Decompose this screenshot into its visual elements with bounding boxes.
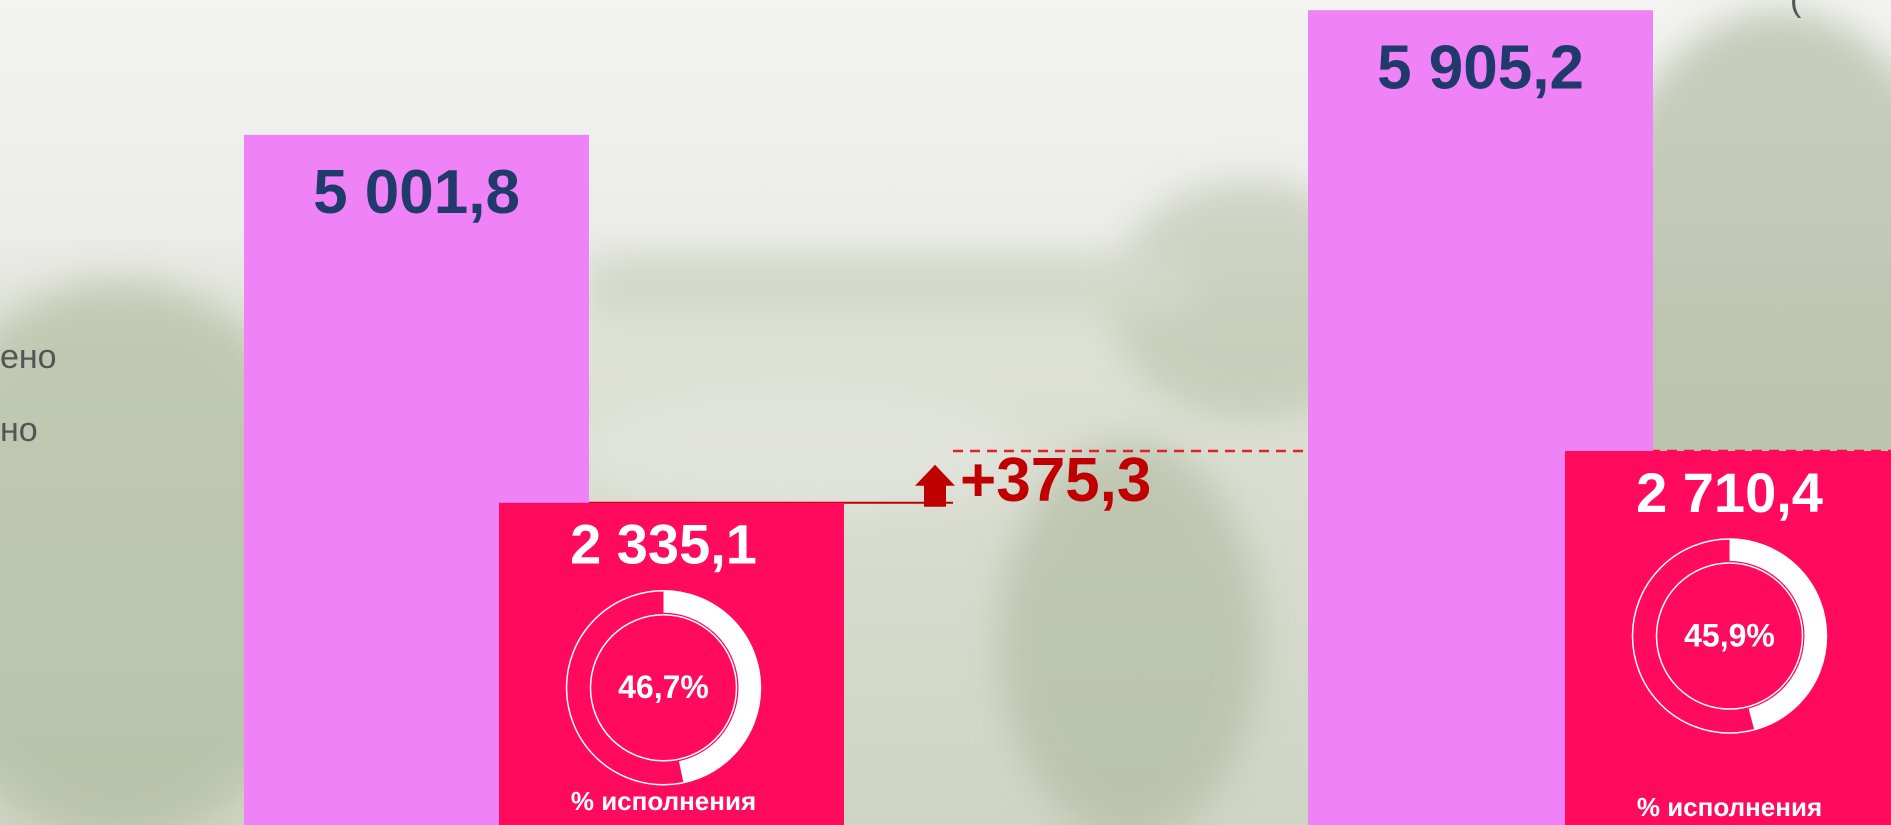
value-label: 5 001,8 [313,158,520,227]
value-label: 2 335,1 [570,513,757,576]
value-label: 2 710,4 [1636,461,1823,524]
corner-text: ( [1790,0,1802,19]
slide: ено но ( 5 001,8 5 905,2 2 335,1 2 710,4 46,… [0,0,1891,825]
caption: % исполнения [571,786,756,816]
percent-label: 46,7% [618,669,709,705]
percent-label: 45,9% [1684,617,1775,653]
side-text: но [0,411,38,449]
value-label: 5 905,2 [1377,34,1584,103]
caption: % исполнения [1637,792,1822,822]
side-text: ено [0,338,57,376]
difference-label: +375,3 [960,446,1151,515]
